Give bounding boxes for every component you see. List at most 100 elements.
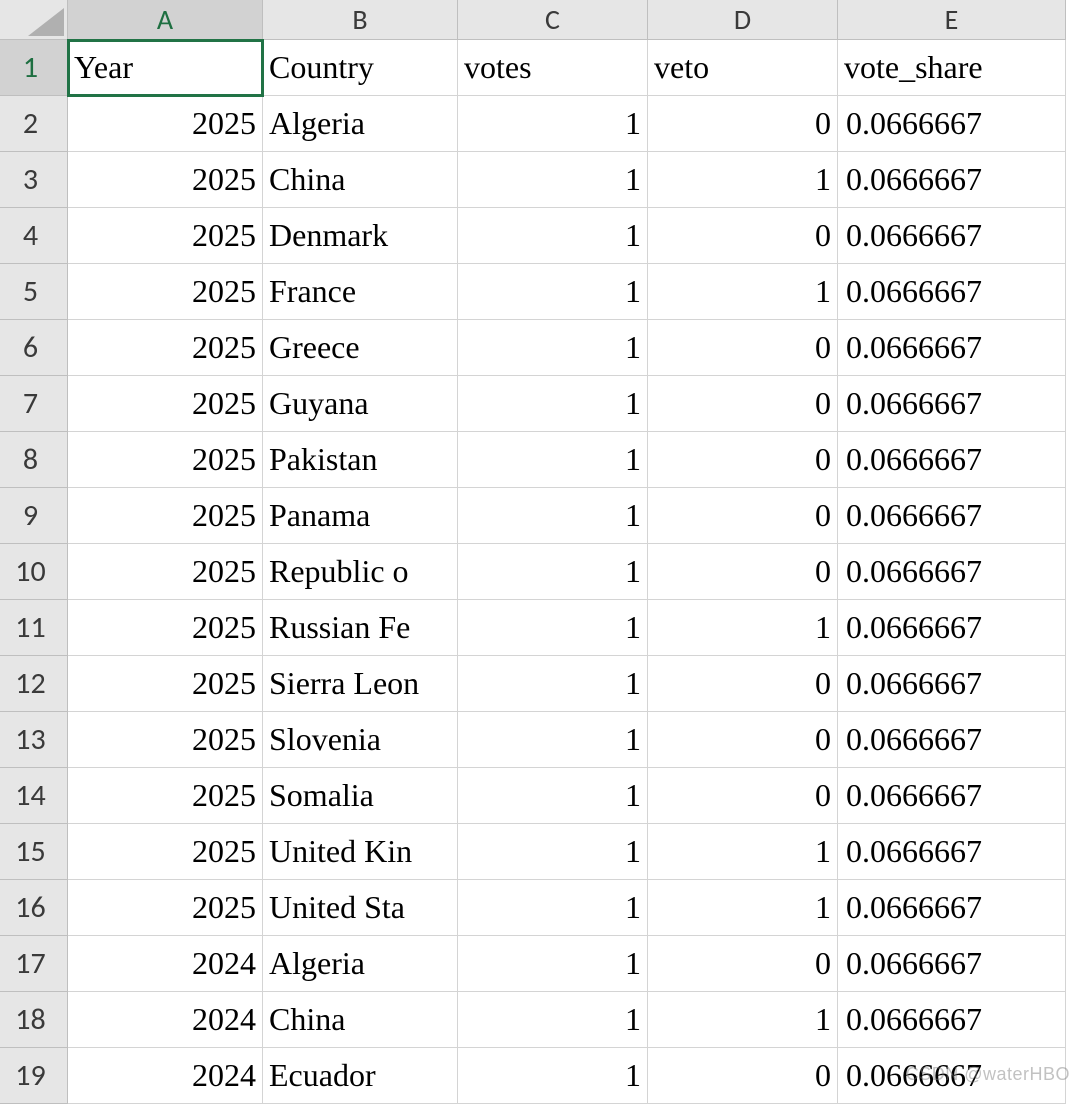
cell-E2[interactable]: 0.0666667 [838,96,1066,152]
cell-C6[interactable]: 1 [458,320,648,376]
cell-C14[interactable]: 1 [458,768,648,824]
cell-C17[interactable]: 1 [458,936,648,992]
cell-D4[interactable]: 0 [648,208,838,264]
cell-E8[interactable]: 0.0666667 [838,432,1066,488]
cell-E16[interactable]: 0.0666667 [838,880,1066,936]
row-header-15[interactable]: 15 [0,824,68,880]
row-header-1[interactable]: 1 [0,40,68,96]
cell-B14[interactable]: Somalia [263,768,458,824]
cell-B13[interactable]: Slovenia [263,712,458,768]
cell-E9[interactable]: 0.0666667 [838,488,1066,544]
cell-A3[interactable]: 2025 [68,152,263,208]
cell-A10[interactable]: 2025 [68,544,263,600]
cell-B9[interactable]: Panama [263,488,458,544]
cell-A4[interactable]: 2025 [68,208,263,264]
row-header-12[interactable]: 12 [0,656,68,712]
cell-B1[interactable]: Country [263,40,458,96]
cell-C8[interactable]: 1 [458,432,648,488]
row-header-4[interactable]: 4 [0,208,68,264]
cell-A19[interactable]: 2024 [68,1048,263,1104]
cell-B16[interactable]: United Sta [263,880,458,936]
cell-E4[interactable]: 0.0666667 [838,208,1066,264]
cell-D19[interactable]: 0 [648,1048,838,1104]
cell-A8[interactable]: 2025 [68,432,263,488]
cell-D1[interactable]: veto [648,40,838,96]
row-header-5[interactable]: 5 [0,264,68,320]
cell-C5[interactable]: 1 [458,264,648,320]
cell-C11[interactable]: 1 [458,600,648,656]
cell-D12[interactable]: 0 [648,656,838,712]
col-header-A[interactable]: A [68,0,263,40]
cell-C4[interactable]: 1 [458,208,648,264]
row-header-16[interactable]: 16 [0,880,68,936]
row-header-9[interactable]: 9 [0,488,68,544]
cell-E13[interactable]: 0.0666667 [838,712,1066,768]
row-header-17[interactable]: 17 [0,936,68,992]
cell-D3[interactable]: 1 [648,152,838,208]
cell-A17[interactable]: 2024 [68,936,263,992]
cell-B15[interactable]: United Kin [263,824,458,880]
cell-E19[interactable]: 0.0666667 [838,1048,1066,1104]
row-header-14[interactable]: 14 [0,768,68,824]
cell-D5[interactable]: 1 [648,264,838,320]
cell-E7[interactable]: 0.0666667 [838,376,1066,432]
cell-C13[interactable]: 1 [458,712,648,768]
cell-C1[interactable]: votes [458,40,648,96]
cell-B17[interactable]: Algeria [263,936,458,992]
cell-E18[interactable]: 0.0666667 [838,992,1066,1048]
cell-A16[interactable]: 2025 [68,880,263,936]
cell-B2[interactable]: Algeria [263,96,458,152]
row-header-3[interactable]: 3 [0,152,68,208]
cell-D14[interactable]: 0 [648,768,838,824]
spreadsheet-grid[interactable]: ABCDE1YearCountryvotesvetovote_share2202… [0,0,1084,1104]
cell-D6[interactable]: 0 [648,320,838,376]
cell-C3[interactable]: 1 [458,152,648,208]
cell-A14[interactable]: 2025 [68,768,263,824]
cell-A12[interactable]: 2025 [68,656,263,712]
cell-A2[interactable]: 2025 [68,96,263,152]
cell-D10[interactable]: 0 [648,544,838,600]
cell-E11[interactable]: 0.0666667 [838,600,1066,656]
cell-B6[interactable]: Greece [263,320,458,376]
cell-D16[interactable]: 1 [648,880,838,936]
cell-E17[interactable]: 0.0666667 [838,936,1066,992]
row-header-8[interactable]: 8 [0,432,68,488]
cell-E3[interactable]: 0.0666667 [838,152,1066,208]
cell-B11[interactable]: Russian Fe [263,600,458,656]
cell-D18[interactable]: 1 [648,992,838,1048]
cell-B8[interactable]: Pakistan [263,432,458,488]
row-header-6[interactable]: 6 [0,320,68,376]
row-header-18[interactable]: 18 [0,992,68,1048]
cell-C12[interactable]: 1 [458,656,648,712]
cell-C16[interactable]: 1 [458,880,648,936]
cell-C2[interactable]: 1 [458,96,648,152]
cell-D15[interactable]: 1 [648,824,838,880]
cell-C7[interactable]: 1 [458,376,648,432]
cell-A1[interactable]: Year [68,40,263,96]
cell-B18[interactable]: China [263,992,458,1048]
cell-B19[interactable]: Ecuador [263,1048,458,1104]
cell-C18[interactable]: 1 [458,992,648,1048]
cell-C10[interactable]: 1 [458,544,648,600]
cell-A13[interactable]: 2025 [68,712,263,768]
cell-A9[interactable]: 2025 [68,488,263,544]
cell-A15[interactable]: 2025 [68,824,263,880]
cell-C19[interactable]: 1 [458,1048,648,1104]
cell-E10[interactable]: 0.0666667 [838,544,1066,600]
cell-E14[interactable]: 0.0666667 [838,768,1066,824]
row-header-19[interactable]: 19 [0,1048,68,1104]
cell-B5[interactable]: France [263,264,458,320]
cell-C9[interactable]: 1 [458,488,648,544]
cell-D11[interactable]: 1 [648,600,838,656]
col-header-B[interactable]: B [263,0,458,40]
cell-D2[interactable]: 0 [648,96,838,152]
col-header-E[interactable]: E [838,0,1066,40]
cell-E6[interactable]: 0.0666667 [838,320,1066,376]
col-header-D[interactable]: D [648,0,838,40]
cell-E15[interactable]: 0.0666667 [838,824,1066,880]
row-header-13[interactable]: 13 [0,712,68,768]
cell-E5[interactable]: 0.0666667 [838,264,1066,320]
cell-D13[interactable]: 0 [648,712,838,768]
cell-B4[interactable]: Denmark [263,208,458,264]
cell-B12[interactable]: Sierra Leon [263,656,458,712]
